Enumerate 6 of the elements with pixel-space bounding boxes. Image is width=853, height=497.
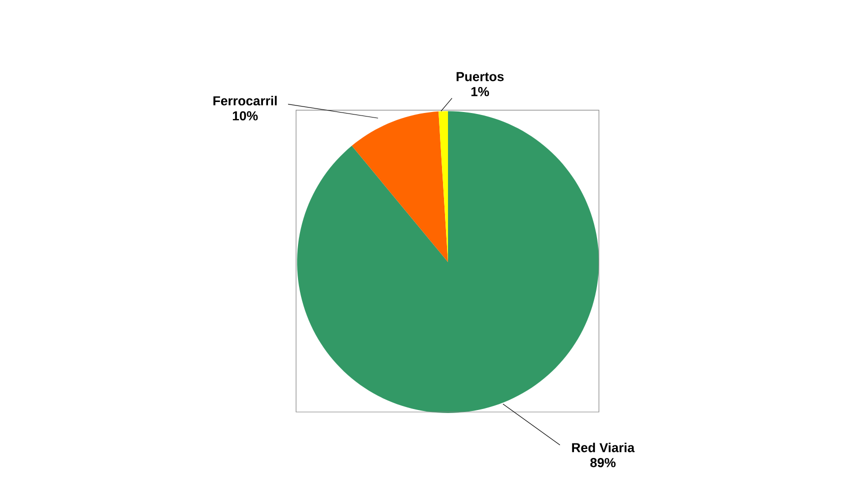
data-label: 10% — [232, 111, 258, 120]
data-label: 1% — [471, 86, 490, 96]
slice-label: Puertos — [456, 72, 504, 82]
data-label: 89% — [590, 458, 616, 468]
slice-label: Ferrocarril — [213, 96, 277, 106]
slice-label: Red Viaria — [572, 442, 635, 452]
